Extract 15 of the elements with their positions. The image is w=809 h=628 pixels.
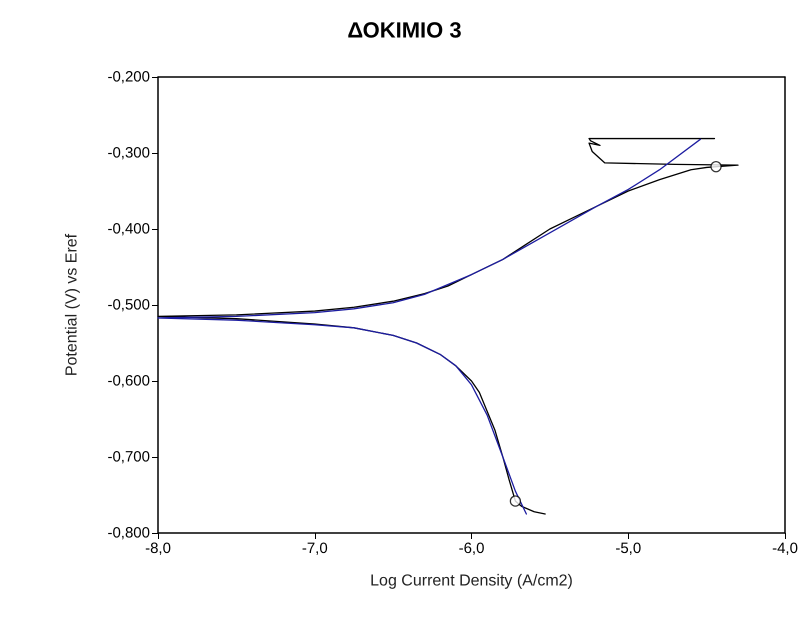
chart-title: ΔΟΚΙΜΙΟ 3 <box>347 18 462 42</box>
y-axis-title: Potential (V) vs Eref <box>64 233 80 376</box>
y-tick-label: -0,700 <box>107 448 150 466</box>
x-tick-label: -8,0 <box>145 540 171 557</box>
y-tick-label: -0,200 <box>107 68 150 86</box>
x-axis-title: Log Current Density (A/cm2) <box>370 572 573 590</box>
x-tick-label: -7,0 <box>302 540 328 557</box>
y-tick-label: -0,800 <box>107 524 150 542</box>
y-tick-label: -0,500 <box>107 296 150 314</box>
x-tick-label: -5,0 <box>615 540 642 557</box>
x-tick-label: -4,0 <box>772 540 798 557</box>
y-tick-label: -0,300 <box>107 144 150 162</box>
x-tick-label: -6,0 <box>458 540 484 557</box>
y-tick-label: -0,400 <box>107 220 150 238</box>
y-tick-label: -0,600 <box>107 372 150 390</box>
